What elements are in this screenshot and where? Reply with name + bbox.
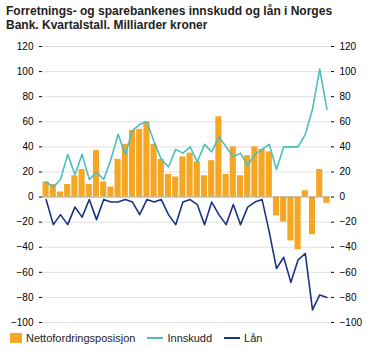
svg-text:−20: −20 — [340, 216, 357, 227]
svg-text:−100: −100 — [340, 317, 363, 328]
svg-text:−20: −20 — [17, 216, 34, 227]
svg-text:0: 0 — [28, 191, 34, 202]
html-text:Innskudd: Innskudd — [167, 332, 213, 344]
html-text:Lån: Lån — [244, 332, 263, 344]
svg-text:120: 120 — [17, 41, 34, 52]
svg-text:−40: −40 — [340, 241, 357, 252]
svg-text:100: 100 — [17, 66, 34, 77]
svg-text:−40: −40 — [17, 241, 34, 252]
html-text:Nettofordringsposisjon: Nettofordringsposisjon — [26, 332, 136, 344]
svg-text:−80: −80 — [340, 292, 357, 303]
svg-text:20: 20 — [22, 166, 34, 177]
svg-text:−100: −100 — [11, 317, 34, 328]
svg-text:60: 60 — [340, 116, 352, 127]
svg-text:80: 80 — [22, 91, 34, 102]
svg-text:60: 60 — [22, 116, 34, 127]
svg-text:−60: −60 — [17, 267, 34, 278]
svg-text:120: 120 — [340, 41, 357, 52]
svg-text:0: 0 — [340, 191, 346, 202]
svg-text:100: 100 — [340, 66, 357, 77]
html-text:Forretnings- og sparebankenes: Forretnings- og sparebankenes innskudd o… — [6, 4, 333, 32]
svg-text:40: 40 — [22, 141, 34, 152]
svg-text:−80: −80 — [17, 292, 34, 303]
svg-text:80: 80 — [340, 91, 352, 102]
svg-text:20: 20 — [340, 166, 352, 177]
svg-text:−60: −60 — [340, 267, 357, 278]
svg-text:40: 40 — [340, 141, 352, 152]
